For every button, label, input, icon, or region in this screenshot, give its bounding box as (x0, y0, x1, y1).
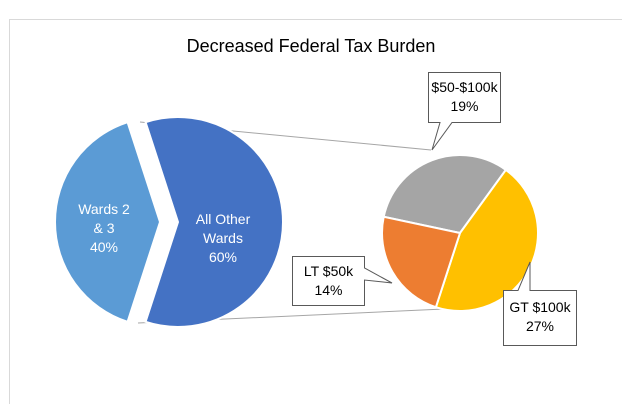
data-label: Wards 2 & 3 40% (74, 200, 134, 257)
callout-box (292, 256, 393, 306)
category-label: Wards 2 & 3 (78, 201, 130, 236)
category-label: GT $100k (509, 299, 571, 315)
pie-slice (382, 154, 508, 235)
data-label: $50-$100k 19% (428, 78, 501, 116)
category-label: $50-$100k (431, 79, 498, 95)
pie-slice (144, 116, 284, 328)
data-label: GT $100k 27% (503, 298, 577, 336)
data-label: LT $50k 14% (292, 262, 365, 300)
callout-box (503, 261, 577, 346)
category-label: LT $50k (303, 263, 354, 279)
value-label: 60% (208, 249, 238, 265)
value-label: 14% (314, 282, 343, 298)
chart-title: Decreased Federal Tax Burden (186, 36, 436, 56)
value-label: 19% (450, 98, 479, 114)
value-label: 40% (89, 239, 119, 255)
value-label: 27% (525, 318, 555, 334)
pie-slice (381, 215, 462, 309)
callout-box (428, 72, 501, 151)
data-label: All Other Wards 60% (178, 210, 268, 267)
pie-slice (54, 120, 162, 324)
category-label: All Other Wards (195, 211, 251, 246)
